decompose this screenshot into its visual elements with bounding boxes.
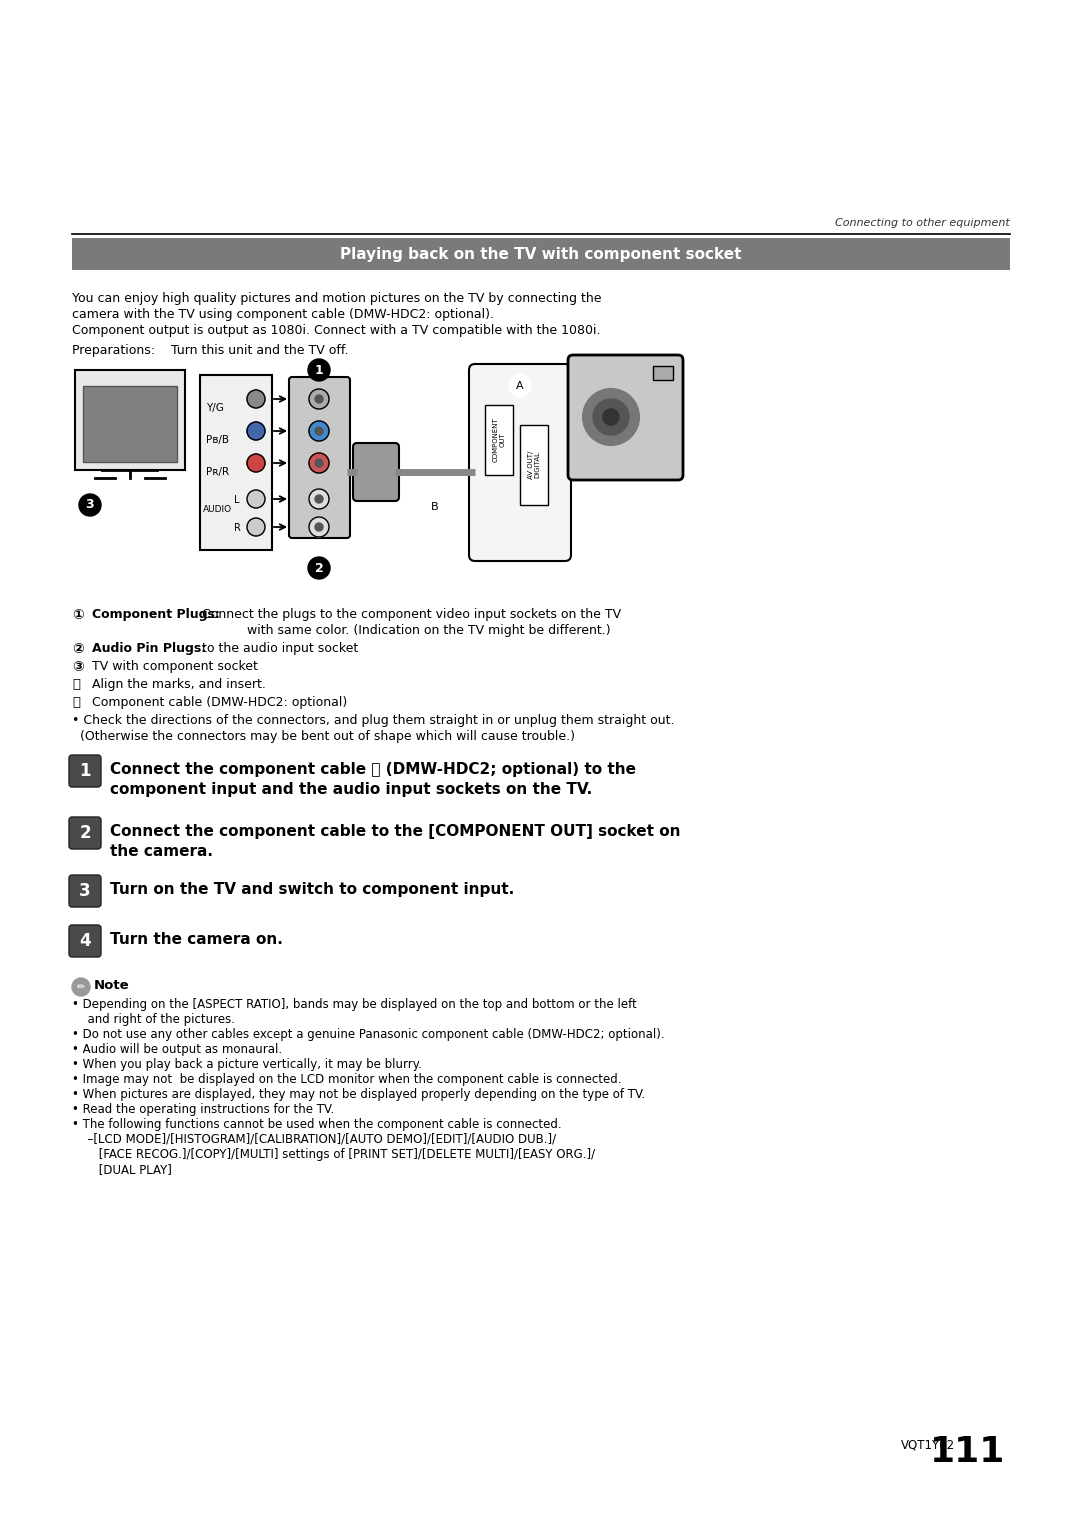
FancyBboxPatch shape xyxy=(69,925,102,957)
Text: AV OUT/
DIGITAL: AV OUT/ DIGITAL xyxy=(527,450,540,479)
Text: • Check the directions of the connectors, and plug them straight in or unplug th: • Check the directions of the connectors… xyxy=(72,714,675,726)
Text: Connect the plugs to the component video input sockets on the TV: Connect the plugs to the component video… xyxy=(202,607,621,621)
Text: Ⓐ: Ⓐ xyxy=(72,678,80,691)
FancyBboxPatch shape xyxy=(69,874,102,906)
Text: Y/G: Y/G xyxy=(206,403,224,414)
Text: R: R xyxy=(234,523,241,533)
Text: ③: ③ xyxy=(72,661,84,674)
Bar xyxy=(83,386,177,462)
Circle shape xyxy=(309,453,329,473)
Bar xyxy=(485,404,513,475)
FancyBboxPatch shape xyxy=(69,816,102,848)
Text: 111: 111 xyxy=(930,1434,1005,1470)
Bar xyxy=(75,369,185,470)
Text: • The following functions cannot be used when the component cable is connected.: • The following functions cannot be used… xyxy=(72,1119,562,1131)
Text: • Depending on the [ASPECT RATIO], bands may be displayed on the top and bottom : • Depending on the [ASPECT RATIO], bands… xyxy=(72,998,637,1012)
Text: • When pictures are displayed, they may not be displayed properly depending on t: • When pictures are displayed, they may … xyxy=(72,1088,645,1100)
Circle shape xyxy=(72,978,90,996)
Circle shape xyxy=(309,517,329,537)
Text: Note: Note xyxy=(94,980,130,992)
Text: A: A xyxy=(516,382,524,391)
Circle shape xyxy=(247,391,265,407)
Text: camera with the TV using component cable (DMW-HDC2: optional).: camera with the TV using component cable… xyxy=(72,308,494,320)
Bar xyxy=(519,426,548,505)
Circle shape xyxy=(315,523,323,531)
FancyBboxPatch shape xyxy=(469,365,571,562)
Text: 2: 2 xyxy=(314,562,323,574)
Bar xyxy=(653,366,673,380)
Circle shape xyxy=(315,395,323,403)
Text: B: B xyxy=(431,502,438,513)
Text: AUDIO: AUDIO xyxy=(203,505,232,514)
Text: • Do not use any other cables except a genuine Panasonic component cable (DMW-HD: • Do not use any other cables except a g… xyxy=(72,1029,664,1041)
Text: TV with component socket: TV with component socket xyxy=(92,661,258,673)
Bar xyxy=(72,238,1010,270)
Circle shape xyxy=(79,494,102,516)
Text: 4: 4 xyxy=(79,932,91,951)
Circle shape xyxy=(309,488,329,510)
Circle shape xyxy=(424,496,446,517)
Text: 2: 2 xyxy=(79,824,91,842)
Text: 1: 1 xyxy=(79,761,91,780)
Text: Align the marks, and insert.: Align the marks, and insert. xyxy=(92,678,266,691)
Text: Turn on the TV and switch to component input.: Turn on the TV and switch to component i… xyxy=(110,882,514,897)
Circle shape xyxy=(309,389,329,409)
FancyBboxPatch shape xyxy=(289,377,350,539)
Text: ②: ② xyxy=(72,642,84,656)
Circle shape xyxy=(247,490,265,508)
Text: 3: 3 xyxy=(79,882,91,900)
Circle shape xyxy=(509,375,531,397)
Circle shape xyxy=(247,455,265,472)
FancyBboxPatch shape xyxy=(568,356,683,481)
Text: You can enjoy high quality pictures and motion pictures on the TV by connecting : You can enjoy high quality pictures and … xyxy=(72,291,602,305)
Text: [DUAL PLAY]: [DUAL PLAY] xyxy=(80,1163,172,1177)
FancyBboxPatch shape xyxy=(69,755,102,787)
Text: Component Plugs:: Component Plugs: xyxy=(92,607,225,621)
Text: Turn the camera on.: Turn the camera on. xyxy=(110,932,283,948)
Text: Preparations:    Turn this unit and the TV off.: Preparations: Turn this unit and the TV … xyxy=(72,343,349,357)
Text: 3: 3 xyxy=(85,499,94,511)
Text: Component cable (DMW-HDC2: optional): Component cable (DMW-HDC2: optional) xyxy=(92,696,348,710)
Text: ①: ① xyxy=(72,607,84,623)
Text: • When you play back a picture vertically, it may be blurry.: • When you play back a picture verticall… xyxy=(72,1058,422,1071)
Text: to the audio input socket: to the audio input socket xyxy=(202,642,359,655)
Text: VQT1Y62: VQT1Y62 xyxy=(901,1439,955,1453)
Text: • Audio will be output as monaural.: • Audio will be output as monaural. xyxy=(72,1042,282,1056)
Text: ✏: ✏ xyxy=(77,983,85,992)
Text: • Image may not  be displayed on the LCD monitor when the component cable is con: • Image may not be displayed on the LCD … xyxy=(72,1073,621,1087)
Text: COMPONENT
OUT: COMPONENT OUT xyxy=(492,418,505,462)
Circle shape xyxy=(593,398,629,435)
Text: the camera.: the camera. xyxy=(110,844,213,859)
Text: Connect the component cable to the [COMPONENT OUT] socket on: Connect the component cable to the [COMP… xyxy=(110,824,680,839)
Circle shape xyxy=(247,517,265,536)
Circle shape xyxy=(315,427,323,435)
Circle shape xyxy=(247,423,265,439)
Text: 1: 1 xyxy=(314,363,323,377)
Text: component input and the audio input sockets on the TV.: component input and the audio input sock… xyxy=(110,781,592,797)
Text: Pʙ/B: Pʙ/B xyxy=(206,435,229,446)
Circle shape xyxy=(308,557,330,578)
Text: Pʀ/R: Pʀ/R xyxy=(206,467,229,478)
Text: L: L xyxy=(234,494,240,505)
Text: –[LCD MODE]/[HISTOGRAM]/[CALIBRATION]/[AUTO DEMO]/[EDIT]/[AUDIO DUB.]/: –[LCD MODE]/[HISTOGRAM]/[CALIBRATION]/[A… xyxy=(80,1132,556,1146)
Circle shape xyxy=(583,389,639,446)
Bar xyxy=(200,375,272,549)
Text: and right of the pictures.: and right of the pictures. xyxy=(80,1013,235,1025)
FancyBboxPatch shape xyxy=(353,443,399,501)
Text: Playing back on the TV with component socket: Playing back on the TV with component so… xyxy=(340,247,742,261)
Circle shape xyxy=(315,459,323,467)
Text: • Read the operating instructions for the TV.: • Read the operating instructions for th… xyxy=(72,1103,334,1116)
Text: Connect the component cable Ⓑ (DMW-HDC2; optional) to the: Connect the component cable Ⓑ (DMW-HDC2;… xyxy=(110,761,636,777)
Circle shape xyxy=(315,494,323,504)
Circle shape xyxy=(603,409,619,426)
Text: Connecting to other equipment: Connecting to other equipment xyxy=(835,218,1010,227)
Text: Ⓑ: Ⓑ xyxy=(72,696,80,710)
Text: with same color. (Indication on the TV might be different.): with same color. (Indication on the TV m… xyxy=(247,624,610,636)
Text: (Otherwise the connectors may be bent out of shape which will cause trouble.): (Otherwise the connectors may be bent ou… xyxy=(80,729,575,743)
Text: Audio Pin Plugs:: Audio Pin Plugs: xyxy=(92,642,219,655)
Text: Component output is output as 1080i. Connect with a TV compatible with the 1080i: Component output is output as 1080i. Con… xyxy=(72,324,600,337)
Circle shape xyxy=(309,421,329,441)
Circle shape xyxy=(308,359,330,382)
Text: [FACE RECOG.]/[COPY]/[MULTI] settings of [PRINT SET]/[DELETE MULTI]/[EASY ORG.]/: [FACE RECOG.]/[COPY]/[MULTI] settings of… xyxy=(80,1148,595,1161)
